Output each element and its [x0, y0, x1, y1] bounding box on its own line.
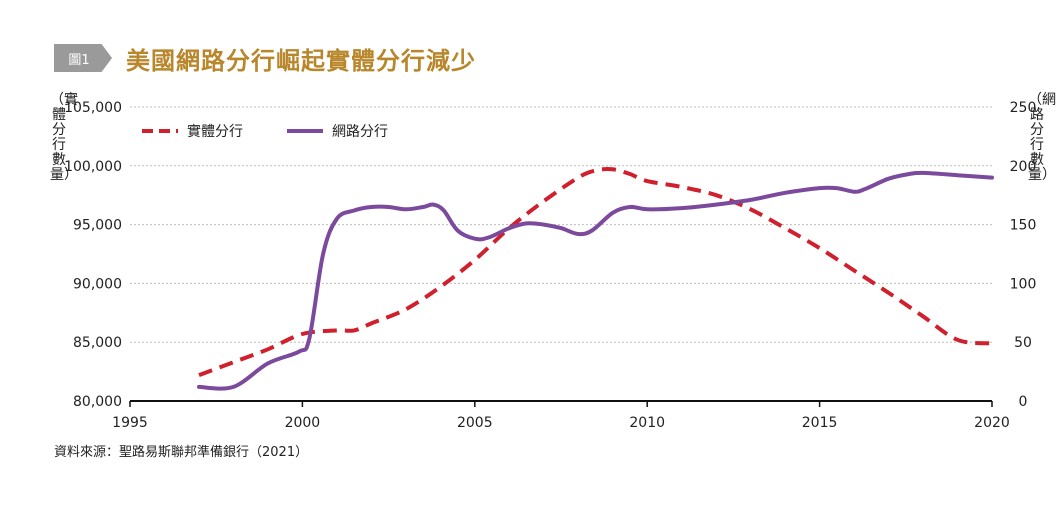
chart-title: 美國網路分行崛起實體分行減少: [126, 45, 476, 75]
right-y-tick-label: 100: [1010, 276, 1037, 292]
left-y-tick-label: 95,000: [73, 218, 122, 234]
source-note: 資料來源：聖路易斯聯邦準備銀行（2021）: [54, 445, 309, 460]
right-y-tick-label: 0: [1019, 394, 1028, 410]
chart-header: 圖1 美國網路分行崛起實體分行減少: [54, 40, 476, 76]
right-y-tick-label: 200: [1010, 159, 1037, 175]
legend-label: 實體分行: [187, 123, 243, 140]
left-y-tick-label: 85,000: [73, 335, 122, 351]
right-y-tick-label: 50: [1014, 335, 1032, 351]
right-y-tick-label: 250: [1010, 100, 1037, 116]
left-y-tick-label: 90,000: [73, 276, 122, 292]
left-y-tick-label: 105,000: [64, 100, 122, 116]
x-tick-label: 2010: [629, 415, 665, 431]
x-tick-label: 2000: [285, 415, 321, 431]
x-tick-label: 2015: [802, 415, 838, 431]
legend-label: 網路分行: [332, 124, 388, 140]
right-y-tick-label: 150: [1010, 218, 1037, 234]
left-y-tick-label: 100,000: [64, 159, 122, 175]
x-tick-label: 2005: [457, 415, 493, 431]
online-branches-line: [197, 170, 994, 391]
x-tick-label: 2020: [974, 415, 1010, 431]
x-tick-label: 1995: [112, 415, 148, 431]
left-y-tick-label: 80,000: [73, 394, 122, 410]
figure-badge: 圖1: [54, 44, 112, 72]
